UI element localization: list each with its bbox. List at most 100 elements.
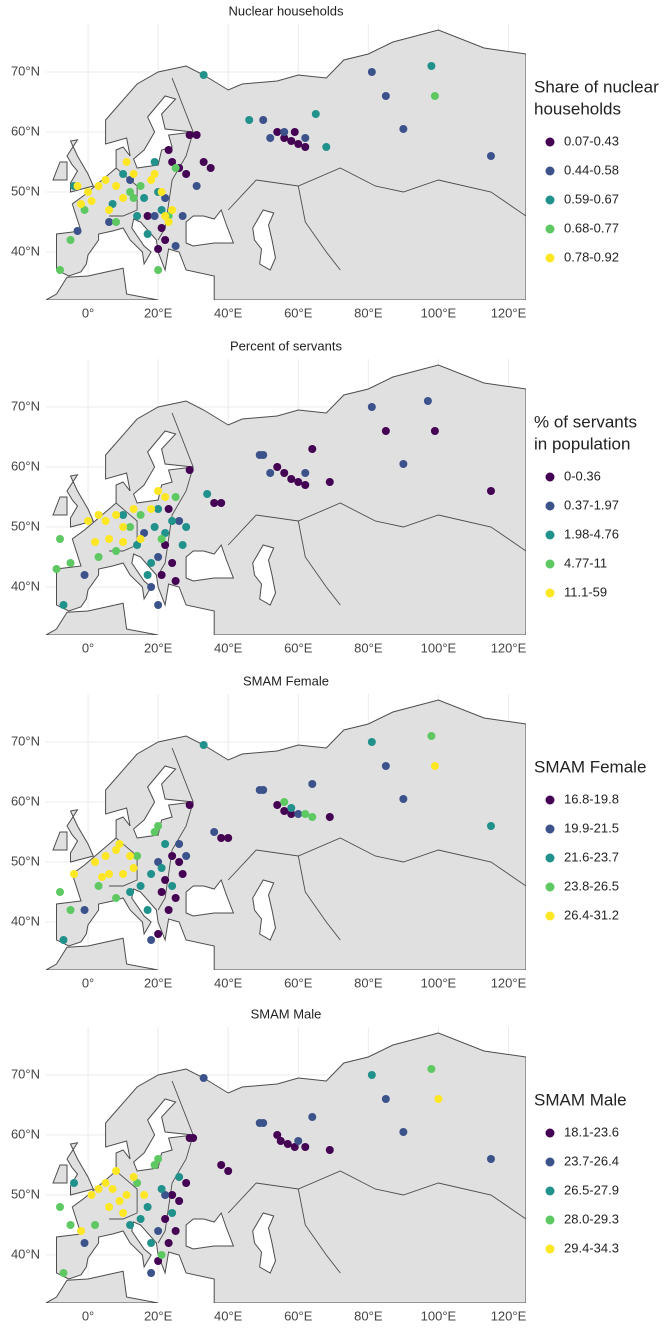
site-point xyxy=(486,487,495,495)
land xyxy=(66,474,94,528)
y-tick-label: 60°N xyxy=(11,458,40,473)
water xyxy=(133,430,194,504)
site-point xyxy=(140,1191,149,1199)
legend-title: SMAM Female xyxy=(534,757,646,776)
site-point xyxy=(80,206,89,214)
panel-title: Percent of servants xyxy=(230,338,342,353)
legend-swatch xyxy=(545,224,555,234)
site-point xyxy=(147,505,156,513)
site-point xyxy=(157,224,166,232)
site-point xyxy=(276,1137,285,1145)
site-point xyxy=(105,218,114,226)
site-point xyxy=(182,1179,191,1187)
site-point xyxy=(399,460,408,468)
legend-label: 0-0.36 xyxy=(564,468,601,483)
site-point xyxy=(101,1179,110,1187)
legend-label: 26.5-27.9 xyxy=(564,1182,619,1197)
site-point xyxy=(143,1203,152,1211)
legend-label: 29.4-34.3 xyxy=(564,1240,619,1255)
site-point xyxy=(59,936,68,944)
site-point xyxy=(199,1074,208,1082)
site-point xyxy=(301,469,310,477)
x-tick-label: 100°E xyxy=(421,1308,457,1323)
site-point xyxy=(147,870,156,878)
site-point xyxy=(115,1197,124,1205)
site-point xyxy=(112,547,121,555)
site-point xyxy=(147,1269,156,1277)
site-point xyxy=(199,71,208,79)
y-tick-label: 70°N xyxy=(11,63,40,78)
map-panel: SMAM Male 0° 20°E 40°E 60°E 80°E 100°E 120°E 40°… xyxy=(11,1006,627,1323)
border xyxy=(297,1188,341,1274)
site-point xyxy=(147,176,156,184)
site-point xyxy=(154,601,163,609)
land xyxy=(46,602,159,635)
site-point xyxy=(70,870,79,878)
site-point xyxy=(430,762,439,770)
y-tick-label: 60°N xyxy=(11,123,40,138)
site-point xyxy=(486,152,495,160)
site-point xyxy=(171,577,180,585)
site-point xyxy=(280,807,289,815)
site-point xyxy=(56,535,65,543)
site-point xyxy=(112,846,121,854)
site-point xyxy=(80,906,89,914)
site-point xyxy=(66,236,75,244)
water xyxy=(185,878,235,917)
site-point xyxy=(308,445,317,453)
site-point xyxy=(171,164,180,172)
legend-swatch xyxy=(545,559,555,569)
site-point xyxy=(66,559,75,567)
site-point xyxy=(77,1227,86,1235)
border xyxy=(227,167,526,217)
site-point xyxy=(486,822,495,830)
site-point xyxy=(91,1221,100,1229)
legend-label: 18.1-23.6 xyxy=(564,1124,619,1139)
site-point xyxy=(185,466,194,474)
site-point xyxy=(164,906,173,914)
site-point xyxy=(129,864,138,872)
border xyxy=(227,1170,526,1220)
border xyxy=(157,412,194,576)
water xyxy=(252,879,277,941)
water xyxy=(252,209,277,271)
site-point xyxy=(150,212,159,220)
legend-swatch xyxy=(545,1186,555,1196)
x-tick-label: 80°E xyxy=(354,1308,383,1323)
site-point xyxy=(301,810,310,818)
site-point xyxy=(98,873,107,881)
site-point xyxy=(287,137,296,145)
site-point xyxy=(101,852,110,860)
site-point xyxy=(399,125,408,133)
site-point xyxy=(143,571,152,579)
site-point xyxy=(136,511,145,519)
x-tick-label: 40°E xyxy=(214,975,243,990)
y-tick-label: 70°N xyxy=(11,398,40,413)
site-point xyxy=(430,92,439,100)
site-point xyxy=(150,828,159,836)
site-point xyxy=(199,741,208,749)
site-point xyxy=(399,1128,408,1136)
site-point xyxy=(294,810,303,818)
x-tick-label: 40°E xyxy=(214,305,243,320)
site-point xyxy=(73,227,82,235)
site-point xyxy=(105,870,114,878)
site-point xyxy=(182,852,191,860)
site-point xyxy=(133,1179,142,1187)
panel-title: SMAM Female xyxy=(243,673,329,688)
legend-title: households xyxy=(534,99,621,118)
site-point xyxy=(486,1155,495,1163)
site-point xyxy=(94,882,103,890)
legend-label: 11.1-59 xyxy=(564,584,607,599)
x-tick-label: 60°E xyxy=(284,305,313,320)
y-tick-label: 50°N xyxy=(11,853,40,868)
legend-label: 28.0-29.3 xyxy=(564,1211,619,1226)
site-point xyxy=(164,218,173,226)
site-point xyxy=(73,182,82,190)
site-point xyxy=(178,870,187,878)
site-point xyxy=(273,801,282,809)
water xyxy=(252,544,277,606)
water xyxy=(185,1211,235,1250)
